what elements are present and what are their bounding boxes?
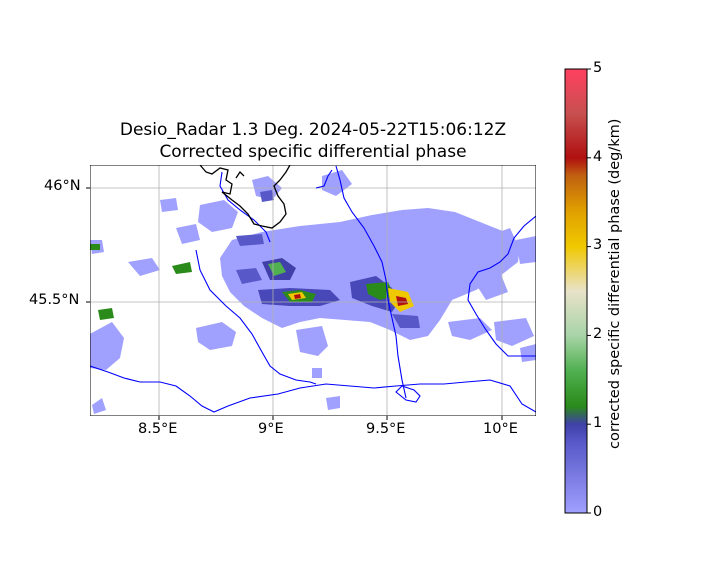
colorbar-tick-label-4: 4 (593, 149, 603, 165)
lat-tick-label-45-5: 45.5°N (29, 292, 80, 308)
colorbar-tick-label-2: 2 (593, 326, 603, 342)
lon-tick-label-9: 9°E (258, 421, 284, 437)
weak-echo-area (90, 170, 536, 414)
colorbar-tick-label-5: 5 (593, 60, 603, 76)
rain-cells (90, 190, 420, 328)
map-area (90, 165, 536, 416)
colorbar (564, 68, 591, 514)
map-title-line-1: Desio_Radar 1.3 Deg. 2024-05-22T15:06:12… (119, 120, 507, 140)
map-title-line-2: Corrected specific differential phase (159, 142, 467, 162)
axis-ticks (86, 187, 503, 420)
colorbar-tick-label-0: 0 (593, 504, 603, 520)
lon-tick-label-8-5: 8.5°E (138, 421, 178, 437)
colorbar-ticks (587, 68, 591, 514)
rivers (90, 165, 536, 413)
lon-tick-label-10: 10°E (483, 421, 518, 437)
lon-tick-label-9-5: 9.5°E (366, 421, 406, 437)
colorbar-tick-label-3: 3 (593, 237, 603, 253)
colorbar-tick-label-1: 1 (593, 415, 603, 431)
colorbar-title: corrected specific differential phase (d… (607, 118, 623, 449)
lat-tick-label-46: 46°N (44, 178, 81, 194)
colorbar-gradient (564, 68, 588, 514)
country-border (199, 165, 291, 229)
